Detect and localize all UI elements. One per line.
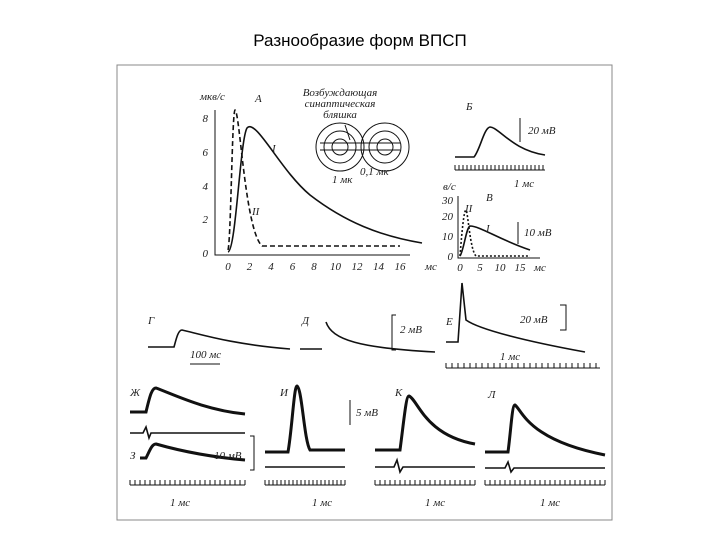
- inset-caption: Возбуждающая: [303, 87, 378, 99]
- panel-label: Г: [147, 315, 155, 327]
- scale-bar: [560, 304, 567, 331]
- inset-scale: 1 мк: [332, 174, 353, 186]
- x-tick: 8: [311, 261, 317, 273]
- y-tick: 2: [203, 214, 209, 226]
- scale-bar: [250, 435, 255, 471]
- panel-label: Л: [487, 389, 496, 401]
- x-tick: 16: [395, 261, 407, 273]
- panel-k: К 1 мс: [374, 387, 476, 509]
- y-unit: в/с: [443, 181, 456, 193]
- trace: [130, 386, 246, 416]
- y-tick: 8: [203, 113, 209, 125]
- scale-label: 2 мВ: [400, 324, 422, 336]
- x-tick: 10: [330, 261, 342, 273]
- time-marks: [484, 480, 606, 486]
- scale-label: 1 мс: [312, 497, 332, 509]
- panel-e: Е 20 мВ 1 мс: [445, 282, 600, 369]
- scale-label: 1 мс: [514, 178, 534, 190]
- y-tick: 4: [203, 181, 209, 193]
- scale-label: 1 мс: [170, 497, 190, 509]
- x-tick: 15: [515, 262, 527, 274]
- curve-ii: [227, 109, 400, 251]
- panel-label: В: [486, 192, 493, 204]
- time-marks: [374, 480, 476, 486]
- y-tick: 10: [442, 231, 454, 243]
- y-tick: 0: [448, 251, 454, 263]
- time-marks: [264, 480, 346, 486]
- time-marks: [454, 165, 545, 171]
- trace: [148, 329, 291, 350]
- axes: [214, 110, 410, 256]
- trace: [455, 126, 546, 158]
- x-tick: 6: [290, 261, 296, 273]
- curve-label: II: [464, 203, 474, 215]
- inset-scale: 0,1 мк: [360, 166, 390, 178]
- panel-g: Г 100 мс: [147, 315, 291, 365]
- panel-d: Д 2 мВ: [300, 314, 436, 353]
- inset-caption: бляшка: [323, 109, 357, 121]
- panel-label: З: [130, 450, 136, 462]
- panel-b: Б 20 мВ 1 мс: [454, 101, 556, 190]
- panel-label: Е: [445, 316, 453, 328]
- panel-label: И: [279, 387, 289, 399]
- panel-label: К: [394, 387, 403, 399]
- time-marks: [129, 480, 246, 486]
- trace: [446, 282, 586, 353]
- curve-label: II: [251, 206, 261, 218]
- panel-label: Ж: [129, 387, 141, 399]
- x-unit: мс: [424, 261, 437, 273]
- scale-label: 20 мВ: [520, 314, 548, 326]
- x-tick: 5: [477, 262, 483, 274]
- scale-label: 100 мс: [190, 349, 221, 361]
- trace: [485, 403, 606, 457]
- panel-label: Д: [301, 315, 310, 327]
- trace: [130, 424, 245, 441]
- slide-title: Разнообразие форм ВПСП: [253, 31, 466, 50]
- scale-label: 1 мс: [500, 351, 520, 363]
- y-tick: 0: [203, 248, 209, 260]
- panel-l: Л 1 мс: [484, 389, 606, 509]
- x-tick: 4: [268, 261, 274, 273]
- scale-label: 10 мВ: [524, 227, 552, 239]
- x-tick: 10: [495, 262, 507, 274]
- trace: [375, 457, 475, 475]
- panel-label: Б: [465, 101, 473, 113]
- panel-a: А мкв/с 0 2 4 6 8 0 2 4 6 8 10 12 14 16 мс I II …: [199, 87, 437, 273]
- scale-label: 20 мВ: [528, 125, 556, 137]
- x-tick: 0: [225, 261, 231, 273]
- x-tick: 2: [247, 261, 253, 273]
- x-unit: мс: [533, 262, 546, 274]
- inset-drawing: [315, 122, 410, 172]
- trace: [265, 384, 345, 454]
- scale-label: 5 мВ: [356, 407, 378, 419]
- scale-label: 1 мс: [540, 497, 560, 509]
- y-unit: мкв/с: [199, 91, 225, 103]
- inset-caption: синаптическая: [305, 98, 376, 110]
- x-tick: 14: [373, 261, 385, 273]
- trace: [140, 442, 246, 462]
- panel-label: А: [254, 93, 262, 105]
- curve-i: [459, 225, 531, 257]
- time-marks: [445, 363, 600, 369]
- trace: [485, 459, 605, 474]
- axes: [457, 196, 540, 259]
- scale-label: 1 мс: [425, 497, 445, 509]
- curve-label: I: [485, 223, 491, 235]
- x-tick: 12: [352, 261, 364, 273]
- y-tick: 30: [441, 195, 454, 207]
- curve-i: [227, 125, 423, 253]
- curve-label: I: [271, 143, 277, 155]
- scale-bar: [391, 314, 396, 351]
- figure-frame: [116, 64, 613, 521]
- panel-v: В в/с 0 10 20 30 0 5 10 15 мс II I 10 мВ: [441, 181, 552, 274]
- trace: [300, 321, 436, 353]
- panel-zh: Ж З 10 мВ 1 мс: [129, 386, 255, 509]
- scale-label: 10 мВ: [214, 450, 242, 462]
- x-tick: 0: [457, 262, 463, 274]
- y-tick: 6: [203, 147, 209, 159]
- panel-i: И 5 мВ 1 мс: [264, 384, 378, 509]
- y-tick: 20: [442, 211, 454, 223]
- trace: [375, 394, 476, 452]
